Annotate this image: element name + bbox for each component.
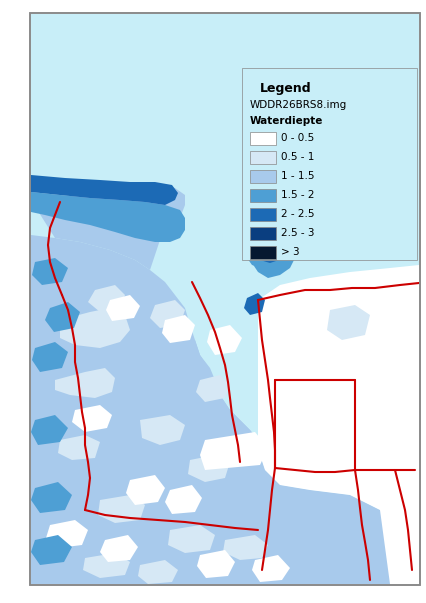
- Polygon shape: [164, 485, 201, 514]
- Bar: [249, 151, 275, 164]
- Polygon shape: [326, 305, 369, 340]
- Bar: [249, 189, 275, 202]
- Polygon shape: [31, 175, 178, 205]
- Bar: [249, 208, 275, 221]
- Text: > 3: > 3: [280, 247, 299, 257]
- Polygon shape: [60, 308, 130, 348]
- Polygon shape: [248, 195, 294, 278]
- Polygon shape: [31, 535, 72, 565]
- Polygon shape: [106, 295, 140, 321]
- Polygon shape: [32, 342, 68, 372]
- Text: 2.5 - 3: 2.5 - 3: [280, 229, 314, 239]
- Polygon shape: [72, 405, 112, 432]
- Polygon shape: [31, 192, 184, 242]
- Polygon shape: [167, 525, 215, 553]
- Polygon shape: [31, 340, 409, 584]
- Polygon shape: [98, 495, 145, 523]
- Polygon shape: [32, 258, 68, 285]
- Polygon shape: [100, 535, 138, 562]
- Polygon shape: [207, 325, 242, 355]
- Polygon shape: [253, 172, 339, 263]
- Text: 1 - 1.5: 1 - 1.5: [280, 171, 314, 182]
- Polygon shape: [83, 553, 130, 578]
- Polygon shape: [140, 415, 184, 445]
- Polygon shape: [138, 560, 178, 584]
- Polygon shape: [251, 555, 289, 582]
- Bar: [249, 246, 275, 259]
- Text: 2 - 2.5: 2 - 2.5: [280, 209, 314, 219]
- Bar: [249, 132, 275, 145]
- Polygon shape: [31, 185, 184, 270]
- Polygon shape: [262, 176, 317, 235]
- Polygon shape: [31, 415, 68, 445]
- Text: 0 - 0.5: 0 - 0.5: [280, 133, 314, 144]
- Text: Legend: Legend: [259, 82, 311, 95]
- Polygon shape: [45, 302, 80, 332]
- Text: 0.5 - 1: 0.5 - 1: [280, 153, 314, 162]
- Polygon shape: [243, 293, 265, 315]
- Bar: [249, 170, 275, 183]
- Polygon shape: [257, 174, 324, 242]
- Bar: [249, 227, 275, 240]
- Polygon shape: [196, 375, 230, 402]
- Polygon shape: [31, 200, 409, 584]
- Polygon shape: [243, 170, 351, 268]
- Bar: [242, 68, 416, 260]
- Polygon shape: [199, 432, 268, 470]
- Polygon shape: [257, 265, 418, 584]
- Polygon shape: [126, 475, 164, 505]
- Polygon shape: [222, 535, 268, 560]
- Polygon shape: [31, 482, 72, 513]
- Polygon shape: [196, 550, 234, 578]
- Polygon shape: [58, 435, 100, 460]
- Polygon shape: [161, 315, 195, 343]
- Polygon shape: [150, 300, 184, 328]
- Polygon shape: [46, 520, 88, 548]
- Polygon shape: [55, 368, 115, 398]
- Text: WDDR26BRS8.img: WDDR26BRS8.img: [249, 100, 346, 110]
- Text: Waterdiepte: Waterdiepte: [249, 116, 322, 126]
- Polygon shape: [88, 285, 125, 312]
- Polygon shape: [187, 455, 230, 482]
- Text: 1.5 - 2: 1.5 - 2: [280, 191, 314, 201]
